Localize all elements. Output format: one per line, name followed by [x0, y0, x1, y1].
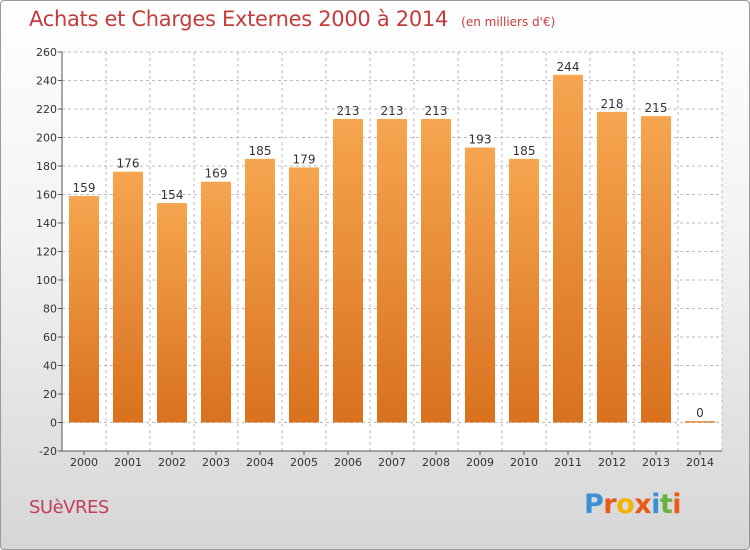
bar: [553, 74, 583, 423]
x-tick-label: 2001: [114, 456, 142, 469]
bar: [333, 118, 363, 423]
bar-value-label: 218: [601, 97, 624, 111]
logo-letter: r: [603, 489, 617, 520]
y-tick-label: 80: [43, 303, 57, 316]
bar-value-label: 176: [117, 157, 140, 171]
x-tick-label: 2012: [598, 456, 626, 469]
x-tick-label: 2007: [378, 456, 406, 469]
y-tick-label: 0: [50, 417, 57, 430]
bar-value-label: 193: [469, 132, 492, 146]
bar-value-label: 154: [161, 188, 184, 202]
logo-letter: t: [659, 489, 673, 520]
title-row: Achats et Charges Externes 2000 à 2014 (…: [29, 7, 555, 31]
x-tick-label: 2004: [246, 456, 274, 469]
bar: [377, 118, 407, 423]
bar: [113, 171, 143, 423]
bar-value-label: 185: [249, 144, 272, 158]
logo-letter: x: [634, 489, 652, 520]
bar: [509, 158, 539, 423]
y-tick-label: 40: [43, 360, 57, 373]
bar: [421, 118, 451, 423]
bar: [465, 147, 495, 423]
y-tick-label: 260: [36, 46, 57, 59]
bar: [597, 111, 627, 423]
bar-value-label: 179: [293, 152, 316, 166]
x-tick-label: 2011: [554, 456, 582, 469]
bar-value-label: 159: [73, 181, 96, 195]
x-tick-label: 2006: [334, 456, 362, 469]
x-tick-label: 2003: [202, 456, 230, 469]
x-tick-label: 2008: [422, 456, 450, 469]
y-tick-label: 180: [36, 160, 57, 173]
x-tick-label: 2000: [70, 456, 98, 469]
y-tick-label: 220: [36, 103, 57, 116]
bar: [685, 421, 715, 423]
x-tick-label: 2013: [642, 456, 670, 469]
x-tick-label: 2009: [466, 456, 494, 469]
x-tick-label: 2005: [290, 456, 318, 469]
bar-value-label: 169: [205, 167, 228, 181]
x-tick-label: 2002: [158, 456, 186, 469]
y-tick-label: 240: [36, 75, 57, 88]
y-tick-label: -20: [39, 445, 57, 458]
y-tick-label: 200: [36, 132, 57, 145]
logo-letter: o: [616, 489, 635, 520]
y-tick-label: 120: [36, 246, 57, 259]
y-tick-label: 100: [36, 274, 57, 287]
bar-value-label: 213: [425, 104, 448, 118]
y-tick-label: 20: [43, 388, 57, 401]
bar-value-label: 215: [645, 101, 668, 115]
y-tick-label: 160: [36, 189, 57, 202]
y-tick-label: 60: [43, 331, 57, 344]
bar-value-label: 244: [557, 60, 580, 74]
y-tick-label: 140: [36, 217, 57, 230]
bar: [157, 203, 187, 423]
bar: [245, 158, 275, 423]
bar: [201, 181, 231, 423]
chart-title: Achats et Charges Externes 2000 à 2014: [29, 7, 449, 31]
bar-value-label: 213: [337, 104, 360, 118]
bar-value-label: 213: [381, 104, 404, 118]
commune-name: SUèVRES: [29, 497, 109, 518]
x-tick-label: 2014: [686, 456, 714, 469]
bar-value-label: 0: [696, 406, 704, 420]
logo-letter: P: [584, 489, 604, 520]
bar: [289, 167, 319, 423]
bar: [641, 116, 671, 423]
bar: [69, 195, 99, 423]
bar-value-label: 185: [513, 144, 536, 158]
logo-letter: i: [651, 489, 660, 520]
chart-unit: (en milliers d'€): [461, 15, 556, 29]
x-tick-label: 2010: [510, 456, 538, 469]
logo-letter: i: [672, 489, 682, 520]
proxiti-logo: Proxiti: [584, 489, 682, 520]
